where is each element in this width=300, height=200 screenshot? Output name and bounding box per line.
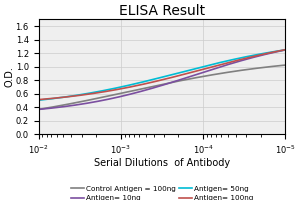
Antigen= 50ng — [134, 82, 138, 85]
Control Antigen = 100ng — [66, 103, 70, 105]
Antigen= 50ng — [215, 62, 218, 65]
Antigen= 50ng — [284, 49, 287, 51]
Antigen= 50ng — [192, 68, 196, 70]
Line: Antigen= 100ng: Antigen= 100ng — [38, 50, 285, 100]
Control Antigen = 100ng — [284, 64, 287, 66]
Antigen= 100ng — [134, 85, 138, 87]
Antigen= 10ng — [37, 108, 40, 111]
Antigen= 100ng — [215, 64, 218, 67]
Control Antigen = 100ng — [117, 92, 121, 95]
Control Antigen = 100ng — [216, 73, 220, 75]
Line: Control Antigen = 100ng: Control Antigen = 100ng — [38, 65, 285, 109]
Control Antigen = 100ng — [134, 89, 138, 91]
Y-axis label: O.D.: O.D. — [4, 66, 14, 87]
Legend: Control Antigen = 100ng, Antigen= 10ng, Antigen= 50ng, Antigen= 100ng: Control Antigen = 100ng, Antigen= 10ng, … — [71, 186, 253, 200]
Antigen= 50ng — [117, 86, 121, 89]
Antigen= 50ng — [37, 99, 40, 101]
Antigen= 10ng — [192, 74, 196, 77]
Line: Antigen= 10ng: Antigen= 10ng — [38, 50, 285, 109]
Antigen= 100ng — [284, 48, 287, 51]
Control Antigen = 100ng — [37, 108, 40, 111]
Antigen= 50ng — [216, 62, 220, 64]
Antigen= 10ng — [284, 49, 287, 51]
Title: ELISA Result: ELISA Result — [119, 4, 205, 18]
Antigen= 100ng — [117, 88, 121, 90]
Antigen= 100ng — [216, 64, 220, 67]
Control Antigen = 100ng — [215, 73, 218, 75]
Antigen= 10ng — [134, 91, 138, 94]
Antigen= 10ng — [216, 66, 220, 69]
Antigen= 100ng — [192, 71, 196, 73]
Antigen= 50ng — [66, 95, 70, 98]
Line: Antigen= 50ng: Antigen= 50ng — [38, 50, 285, 100]
Antigen= 100ng — [37, 98, 40, 101]
Antigen= 100ng — [66, 96, 70, 98]
X-axis label: Serial Dilutions  of Antibody: Serial Dilutions of Antibody — [94, 158, 230, 168]
Antigen= 10ng — [66, 105, 70, 107]
Antigen= 10ng — [117, 96, 121, 98]
Antigen= 10ng — [215, 67, 218, 69]
Control Antigen = 100ng — [192, 77, 196, 79]
